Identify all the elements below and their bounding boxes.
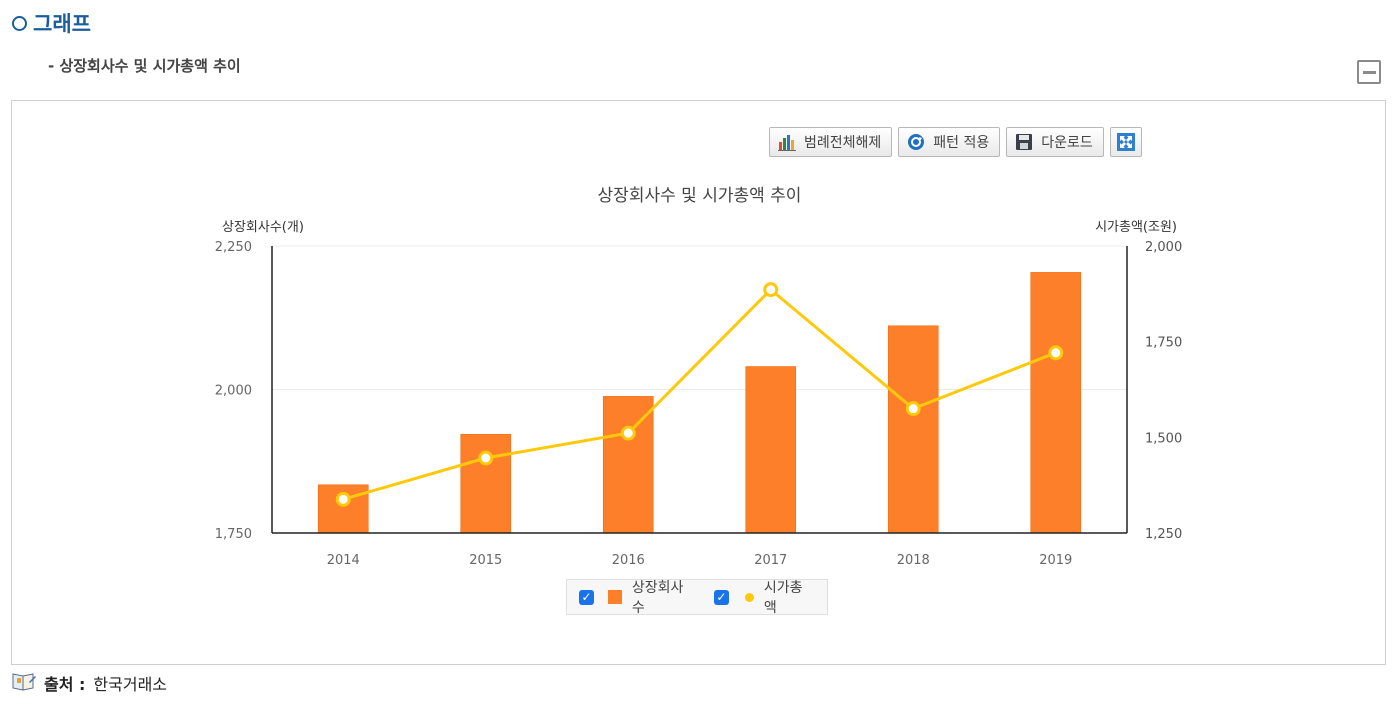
circle-bullet-icon [12,15,27,31]
section-title-text: 그래프 [33,12,91,36]
book-icon [12,670,36,696]
line-point-2015 [478,450,494,466]
y-tick-label: 2,250 [215,240,252,255]
expand-icon [1116,133,1135,151]
x-tick-label: 2014 [327,553,360,568]
line-series-market-cap [342,287,1057,501]
legend-label-line: 시가총액 [763,580,803,616]
y2-tick-label: 2,000 [1145,240,1182,255]
fullscreen-button[interactable] [1109,127,1142,157]
bar-2019 [1030,272,1082,534]
bar-2016 [602,396,654,534]
x-tick-label: 2018 [897,553,930,568]
refresh-icon [907,133,925,151]
x-tick-label: 2019 [1039,553,1072,568]
source-label: 출처 : [44,675,86,694]
sub-title: - 상장회사수 및 시가총액 추이 [48,57,241,75]
line-point-2019 [1048,345,1064,361]
legend-checkbox-bar[interactable]: ✓ [579,589,594,605]
legend-swatch-line [744,592,754,602]
y2-tick-label: 1,500 [1145,431,1182,446]
x-tick-label: 2015 [469,553,502,568]
x-tick-label: 2017 [754,553,787,568]
x-tick-label: 2016 [612,553,645,568]
chart-legend: ✓ 상장회사수 ✓ 시가총액 [566,577,828,617]
source-note: 출처 : 한국거래소 [12,670,167,696]
y2-tick-label: 1,250 [1145,527,1182,542]
bar-2017 [745,366,797,534]
download-button[interactable]: 다운로드 [1006,127,1104,157]
minus-icon [1362,70,1376,74]
legend-off-label: 범례전체해제 [804,135,882,151]
bar-chart-icon [778,133,796,151]
bar-2018 [887,325,939,534]
legend-item-line[interactable]: ✓ 시가총액 [713,577,815,617]
legend-item-bar[interactable]: ✓ 상장회사수 [579,577,696,617]
y2-axis-title: 시가총액(조원) [1095,220,1177,235]
section-title: 그래프 [12,8,91,38]
line-point-2016 [620,425,636,441]
legend-swatch-bar [608,590,622,604]
download-label: 다운로드 [1041,135,1093,151]
source-value: 한국거래소 [93,675,168,694]
save-disk-icon [1015,133,1033,151]
y-axis-title: 상장회사수(개) [222,220,304,235]
legend-checkbox-line[interactable]: ✓ [713,589,729,605]
line-point-2017 [763,282,779,298]
chart-title: 상장회사수 및 시가총액 추이 [597,186,802,206]
bar-2015 [460,433,512,534]
chart-plot: 1,750 2,000 2,250 1,250 1,500 1,750 2,000 상장회사수… [215,220,1182,568]
chart-panel: 범례전체해제 패턴 적용 다운로드 [11,100,1386,665]
legend-label-bar: 상장회사수 [631,580,684,616]
pattern-apply-label: 패턴 적용 [933,135,990,151]
chart-toolbar: 범례전체해제 패턴 적용 다운로드 [769,127,1142,157]
legend-off-button[interactable]: 범례전체해제 [769,127,893,157]
y-tick-label: 2,000 [215,384,252,399]
y-tick-label: 1,750 [215,527,252,542]
y2-tick-label: 1,750 [1145,336,1182,351]
line-point-2018 [905,401,921,417]
pattern-apply-button[interactable]: 패턴 적용 [898,127,1001,157]
line-point-2014 [335,491,351,507]
collapse-button[interactable] [1357,60,1381,84]
